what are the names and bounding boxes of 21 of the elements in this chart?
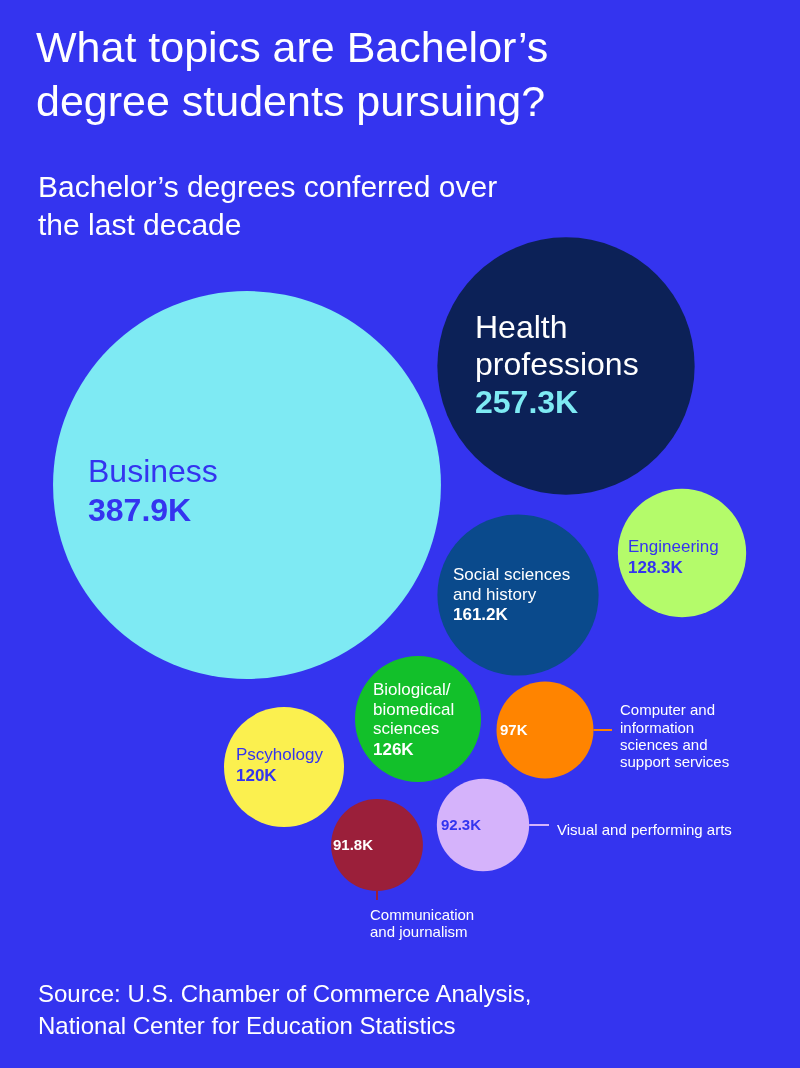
data-label: 97K xyxy=(500,721,528,739)
data-label: 92.3K xyxy=(441,816,482,834)
data-label: 257.3K xyxy=(475,384,579,421)
category-label: Social sciences and history xyxy=(453,565,571,604)
data-label: 387.9K xyxy=(88,491,192,528)
category-label: Biological/ biomedical sciences xyxy=(373,680,455,739)
data-label: 126K xyxy=(373,739,415,759)
category-label: Pscyhology xyxy=(236,745,324,764)
category-label: Engineering xyxy=(628,537,719,556)
data-label: 128.3K xyxy=(628,557,684,577)
category-label: Business xyxy=(88,453,218,489)
category-label: Computer and information sciences and support services xyxy=(620,701,730,771)
category-label: Visual and performing arts xyxy=(557,821,732,839)
category-label: Communication and journalism xyxy=(370,906,475,941)
data-label: 161.2K xyxy=(453,605,509,625)
data-label: 91.8K xyxy=(333,836,374,854)
data-label: 120K xyxy=(236,765,278,785)
text: Bachelor’s degrees conferred over the last decade xyxy=(38,169,499,243)
source-note: Source: U.S. Chamber of Commerce Analysis, National Center for Education Statistics xyxy=(38,979,533,1041)
text: What topics are Bachelor’s degree students pursuing? xyxy=(36,22,550,127)
category-label: Health professions xyxy=(475,309,639,382)
